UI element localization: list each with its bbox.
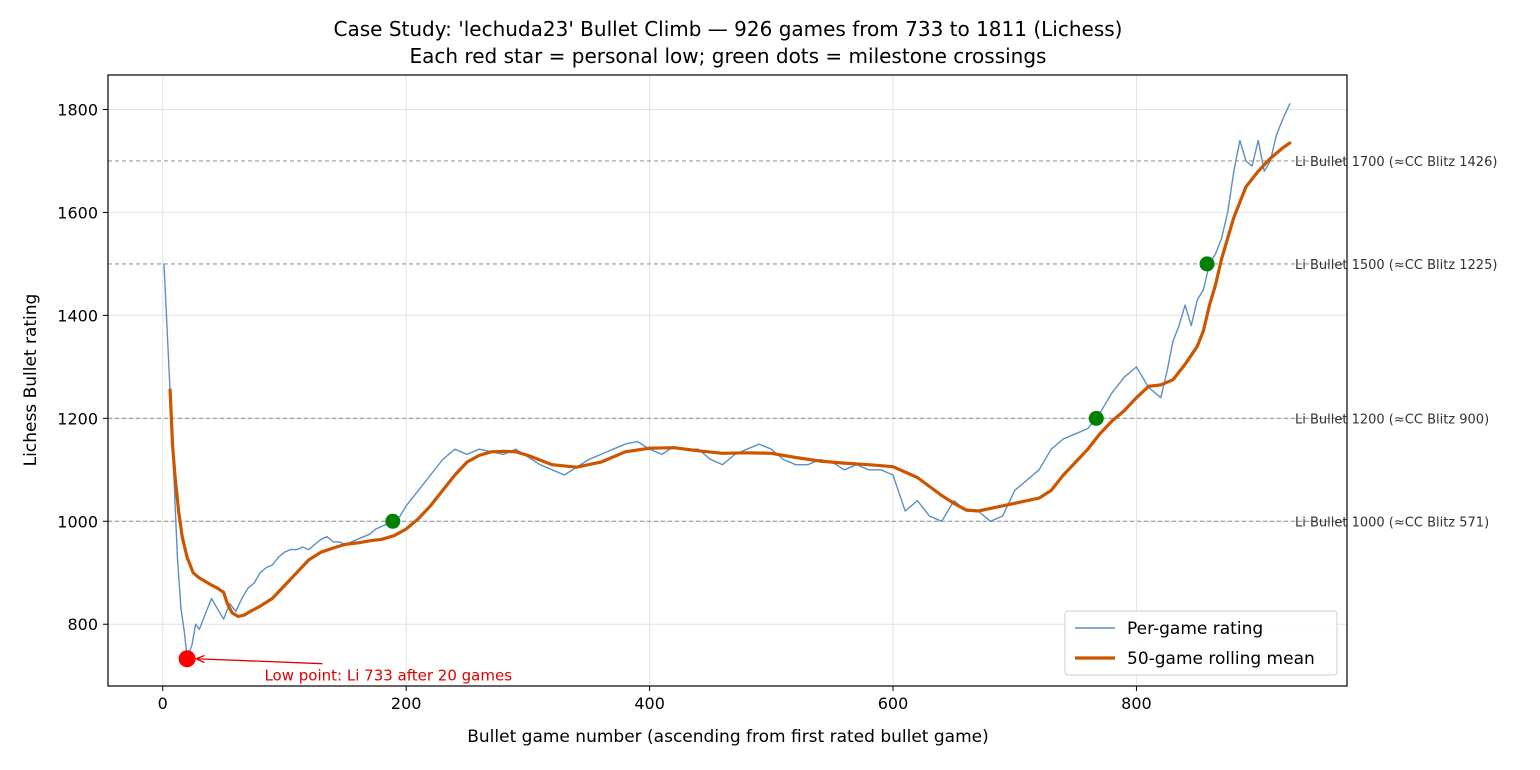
x-axis-ticks: 0 200 400 600 800 — [158, 686, 1152, 713]
y-tick-label: 1400 — [57, 306, 98, 325]
x-tick-label: 200 — [391, 694, 422, 713]
y-tick-label: 1800 — [57, 100, 98, 119]
y-tick-label: 1000 — [57, 512, 98, 531]
annotation-layer: Low point: Li 733 after 20 games — [194, 654, 512, 685]
series-rolling-mean-line — [168, 141, 1292, 619]
chart-subtitle: Each red star = personal low; green dots… — [410, 44, 1047, 68]
reference-line-label: Li Bullet 1500 (≈CC Blitz 1225) — [1295, 258, 1497, 273]
y-tick-label: 1200 — [57, 409, 98, 428]
y-tick-label: 800 — [67, 615, 98, 634]
x-axis-label: Bullet game number (ascending from first… — [467, 727, 988, 747]
reference-line-label: Li Bullet 1200 (≈CC Blitz 900) — [1295, 412, 1489, 427]
milestone-marker — [1199, 256, 1215, 272]
y-axis-label: Lichess Bullet rating — [21, 294, 41, 467]
reference-lines: Li Bullet 1700 (≈CC Blitz 1426) Li Bullet… — [108, 155, 1497, 530]
x-tick-label: 800 — [1121, 694, 1152, 713]
low-point-marker — [178, 650, 196, 668]
legend-box — [1064, 610, 1338, 676]
y-tick-label: 1600 — [57, 203, 98, 222]
annotation-arrow — [196, 658, 323, 665]
markers — [178, 256, 1215, 668]
legend: Per-game rating 50-game rolling mean — [1064, 610, 1338, 676]
y-axis-ticks: 800 1000 1200 1400 1600 1800 — [57, 100, 108, 634]
x-tick-label: 600 — [878, 694, 909, 713]
legend-label: Per-game rating — [1127, 619, 1263, 639]
plot-frame — [107, 74, 1348, 687]
chart-title: Case Study: 'lechuda23' Bullet Climb — 9… — [334, 17, 1123, 41]
x-tick-label: 400 — [634, 694, 665, 713]
legend-label: 50-game rolling mean — [1127, 649, 1315, 669]
milestone-marker — [385, 513, 401, 529]
series-layer — [163, 103, 1292, 660]
milestone-marker — [1088, 410, 1104, 426]
reference-line-label: Li Bullet 1700 (≈CC Blitz 1426) — [1295, 155, 1497, 170]
x-tick-label: 0 — [158, 694, 168, 713]
reference-line-label: Li Bullet 1000 (≈CC Blitz 571) — [1295, 515, 1489, 530]
series-per-game-line — [163, 103, 1291, 660]
grid — [108, 75, 1347, 686]
annotation-text: Low point: Li 733 after 20 games — [264, 667, 512, 685]
annotation-arrowhead — [194, 654, 205, 664]
